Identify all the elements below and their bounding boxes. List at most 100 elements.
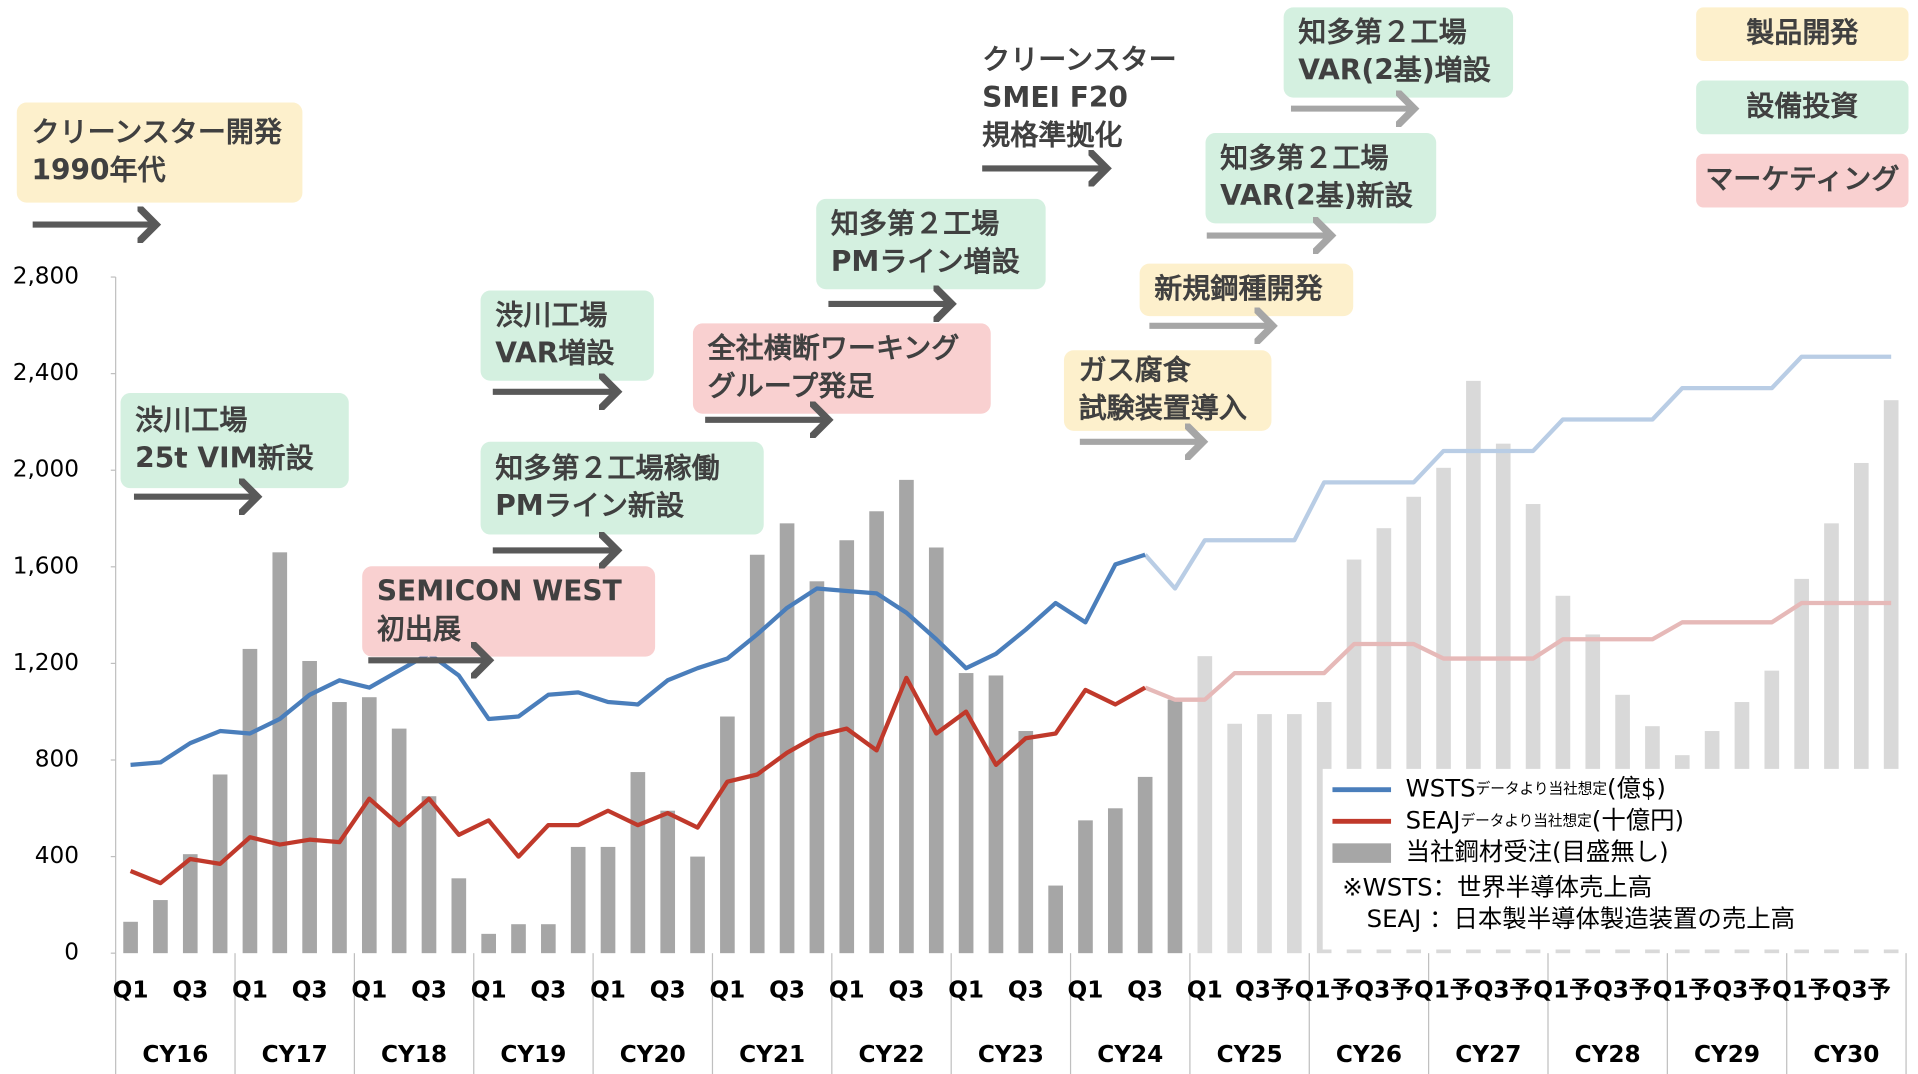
annotation-text: クリーンスター [982, 43, 1176, 76]
annotation-text: 初出展 [377, 612, 461, 645]
bar [749, 554, 765, 954]
annotation-text: 知多第２工場稼働 [495, 451, 720, 484]
x-tick-label: Q3 [1008, 977, 1044, 1004]
x-tick-label: Q1予 [1295, 977, 1354, 1004]
annotation-text: 1990年代 [31, 153, 165, 186]
x-tick-label: Q3 [769, 977, 805, 1004]
year-label: CY25 [1217, 1041, 1283, 1068]
legend-name: WSTS [1406, 774, 1476, 803]
annotation-text: ガス腐食 [1079, 354, 1192, 387]
annotation-box [120, 392, 349, 489]
annotation-text: 25t VIM新設 [135, 442, 314, 475]
year-label: CY24 [1097, 1041, 1163, 1068]
bar [958, 673, 974, 954]
x-tick-label: Q3 [292, 977, 328, 1004]
year-label: CY17 [262, 1041, 328, 1068]
bar [153, 900, 168, 954]
x-tick-label: Q3予 [1235, 977, 1294, 1004]
annotation-box [1063, 350, 1272, 431]
bar [600, 846, 616, 954]
bar [332, 702, 347, 954]
annotation-text: 全社横断ワーキング [707, 332, 960, 365]
bar [1048, 885, 1063, 954]
annotation-text: PMライン新設 [495, 489, 685, 522]
legend-label: 当社鋼材受注(目盛無し) [1406, 837, 1669, 866]
bar [1287, 714, 1302, 954]
x-tick-label: Q3予 [1354, 977, 1413, 1004]
x-tick-label: Q3 [650, 977, 686, 1004]
y-tick-label: 2,000 [13, 456, 79, 483]
x-tick-label: Q3 [172, 977, 208, 1004]
annotation-text: グループ発足 [708, 369, 875, 402]
x-tick-label: Q1予 [1772, 977, 1831, 1004]
bar [1078, 820, 1093, 954]
year-label: CY20 [620, 1041, 686, 1068]
annotation-box [480, 290, 654, 381]
line [130, 552, 1146, 767]
legend-note: データより当社想定 [1460, 811, 1592, 829]
bar [481, 933, 496, 954]
year-label: CY30 [1813, 1041, 1879, 1068]
key-label: 製品開発 [1746, 16, 1859, 49]
legend-box [1322, 768, 1907, 950]
bar [779, 523, 795, 954]
year-label: CY18 [381, 1041, 447, 1068]
line [129, 675, 1147, 886]
line [1144, 600, 1892, 702]
bar [570, 846, 586, 954]
annotation-box [16, 102, 303, 203]
annotation-text: VAR(2基)増設 [1298, 53, 1491, 86]
bar [660, 810, 676, 954]
bar [541, 924, 556, 954]
annotation-text: 知多第２工場 [831, 207, 999, 240]
year-label: CY27 [1455, 1041, 1521, 1068]
bar [511, 924, 526, 954]
annotation-text: 試験装置導入 [1079, 391, 1247, 424]
legend-unit: (億$) [1607, 774, 1666, 803]
annotation-text: 知多第２工場 [1298, 16, 1466, 49]
bar [720, 716, 735, 954]
legend-name: SEAJ [1406, 805, 1461, 834]
year-label: CY29 [1694, 1041, 1760, 1068]
annotation-text: 規格準拠化 [982, 119, 1122, 152]
bar [182, 854, 198, 954]
x-tick-label: Q3 [889, 977, 925, 1004]
y-tick-label: 400 [35, 842, 79, 869]
legend-note-line: SEAJ ：日本製半導体製造装置の売上高 [1342, 904, 1795, 933]
x-tick-label: Q3 [1127, 977, 1163, 1004]
x-tick-label: Q1予 [1414, 977, 1473, 1004]
bar [302, 660, 317, 954]
key-box [1696, 7, 1909, 62]
bar [1137, 776, 1153, 954]
bar [421, 796, 437, 954]
annotation-box [1205, 133, 1437, 224]
y-tick-label: 800 [35, 745, 79, 772]
year-label: CY22 [858, 1041, 924, 1068]
y-tick-label: 1,600 [13, 552, 79, 579]
annotation-box [816, 198, 1046, 290]
annotation-text: 渋川工場 [495, 299, 607, 332]
y-tick-label: 0 [64, 939, 79, 966]
bar [272, 552, 288, 954]
x-tick-label: Q1 [948, 977, 984, 1004]
y-tick-label: 1,200 [13, 649, 79, 676]
annotation-text: 新規鋼種開発 [1154, 272, 1323, 305]
bar [1018, 731, 1034, 954]
year-label: CY28 [1575, 1041, 1641, 1068]
bar [391, 728, 407, 954]
annotation-text: 渋川工場 [135, 404, 247, 437]
bar [1227, 723, 1242, 954]
year-label: CY21 [739, 1041, 805, 1068]
bar [242, 648, 258, 954]
bar [1197, 656, 1213, 954]
bar [1107, 808, 1123, 954]
key-box [1696, 153, 1909, 208]
legend-unit: (十億円) [1592, 805, 1684, 834]
x-tick-label: Q1 [829, 977, 865, 1004]
bar [451, 878, 467, 954]
annotation-text: クリーンスター開発 [31, 116, 283, 149]
key-box [1696, 80, 1909, 135]
bar [123, 921, 138, 954]
annotation-text: SEMICON WEST [377, 575, 622, 608]
x-tick-label: Q1 [709, 977, 745, 1004]
